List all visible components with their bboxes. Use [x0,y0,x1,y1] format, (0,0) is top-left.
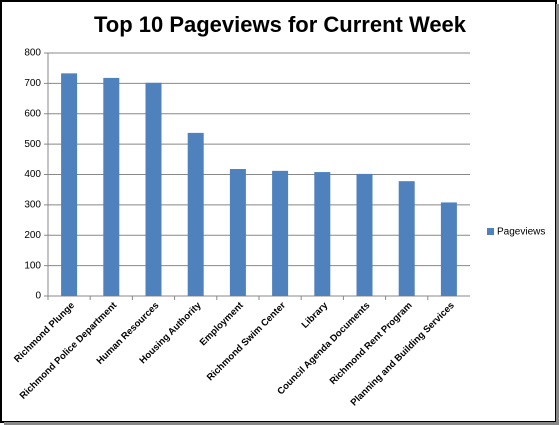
bar [314,172,331,296]
bar [103,77,120,296]
y-tick-label: 300 [24,200,41,211]
shadow [4,422,559,425]
y-tick-label: 100 [24,260,41,271]
bar [356,173,373,296]
bar [187,132,204,296]
y-tick-label: 800 [24,48,41,59]
y-tick-label: 400 [24,169,41,180]
y-tick-label: 700 [24,78,41,89]
legend-label: Pageviews [497,227,545,238]
y-tick-label: 200 [24,230,41,241]
shadow [556,4,559,425]
bar [398,181,415,296]
chart-title: Top 10 Pageviews for Current Week [94,12,467,37]
legend-swatch [487,228,494,235]
bar [272,170,289,296]
bar [145,82,162,296]
bar [229,169,246,296]
y-tick-label: 0 [35,291,41,302]
y-tick-label: 500 [24,139,41,150]
bar [440,202,457,296]
bar [61,73,78,296]
y-tick-label: 600 [24,108,41,119]
